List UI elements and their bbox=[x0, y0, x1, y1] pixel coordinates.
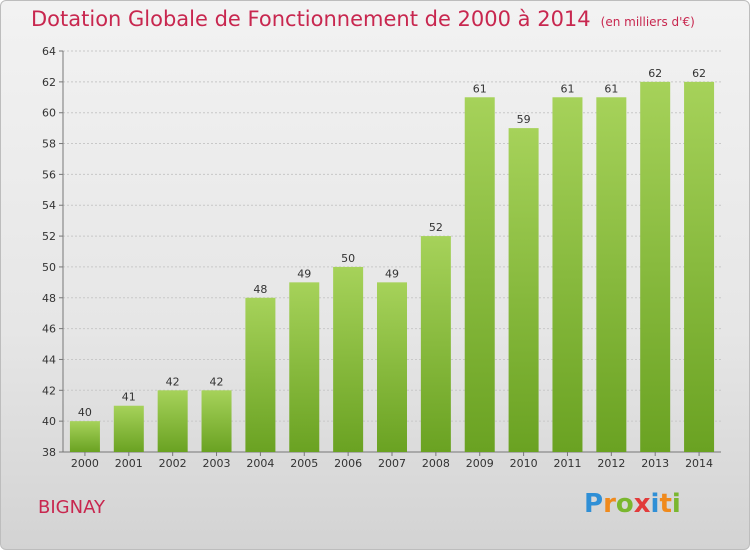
bar bbox=[289, 282, 320, 452]
bar bbox=[508, 128, 539, 452]
bar bbox=[640, 81, 671, 452]
bar bbox=[420, 236, 451, 452]
bar bbox=[464, 97, 495, 453]
y-tick-label: 54 bbox=[42, 199, 56, 212]
data-label: 48 bbox=[253, 283, 267, 296]
unit-note: (en milliers d'€) bbox=[600, 15, 695, 29]
x-tick-label: 2011 bbox=[553, 457, 581, 470]
logo-letter: o bbox=[615, 489, 634, 519]
data-label: 42 bbox=[210, 375, 224, 388]
x-tick-label: 2003 bbox=[203, 457, 231, 470]
logo-letter: i bbox=[671, 489, 681, 519]
bar bbox=[201, 390, 232, 452]
y-tick-label: 64 bbox=[42, 45, 56, 58]
logo-letter: P bbox=[584, 489, 604, 519]
bar bbox=[377, 282, 407, 452]
data-label: 49 bbox=[385, 267, 399, 280]
data-labels: 40 41 42 42 48 49 50 49 52 61 59 61 61 62 62 bbox=[78, 67, 706, 419]
data-label: 49 bbox=[297, 267, 311, 280]
x-tick-label: 2007 bbox=[378, 457, 406, 470]
y-tick-label: 38 bbox=[42, 446, 56, 459]
x-tick-label: 2008 bbox=[422, 457, 450, 470]
data-label: 40 bbox=[78, 406, 92, 419]
bar bbox=[596, 97, 627, 453]
x-axis: 2000 2001 2002 2003 2004 2005 2006 2007 2008 2009… bbox=[71, 452, 713, 470]
y-tick-label: 42 bbox=[42, 384, 56, 397]
bar bbox=[245, 297, 276, 452]
bar bbox=[113, 405, 144, 452]
bar bbox=[552, 97, 583, 453]
logo-letter: t bbox=[659, 489, 672, 519]
y-tick-label: 44 bbox=[42, 353, 56, 366]
y-tick-label: 58 bbox=[42, 138, 56, 151]
data-label: 42 bbox=[166, 375, 180, 388]
y-tick-label: 48 bbox=[42, 292, 56, 305]
data-label: 61 bbox=[473, 82, 487, 95]
chart-title: Dotation Globale de Fonctionnement de 20… bbox=[31, 7, 695, 31]
y-tick-label: 46 bbox=[42, 323, 56, 336]
bars bbox=[69, 81, 715, 453]
x-tick-label: 2006 bbox=[334, 457, 362, 470]
x-tick-label: 2004 bbox=[246, 457, 274, 470]
logo-letter: r bbox=[603, 489, 616, 519]
proxiti-logo: Proxiti bbox=[584, 489, 681, 519]
y-tick-label: 52 bbox=[42, 230, 56, 243]
x-tick-label: 2013 bbox=[641, 457, 669, 470]
y-tick-label: 50 bbox=[42, 261, 56, 274]
y-tick-label: 60 bbox=[42, 107, 56, 120]
x-tick-label: 2005 bbox=[290, 457, 318, 470]
x-tick-label: 2002 bbox=[159, 457, 187, 470]
x-tick-label: 2000 bbox=[71, 457, 99, 470]
data-label: 61 bbox=[604, 82, 618, 95]
data-label: 50 bbox=[341, 252, 355, 265]
city-name: BIGNAY bbox=[38, 497, 105, 518]
y-tick-label: 40 bbox=[42, 415, 56, 428]
data-label: 61 bbox=[560, 82, 574, 95]
y-tick-label: 62 bbox=[42, 76, 56, 89]
x-tick-label: 2014 bbox=[685, 457, 713, 470]
data-label: 62 bbox=[692, 67, 706, 80]
x-tick-label: 2001 bbox=[115, 457, 143, 470]
x-tick-label: 2012 bbox=[597, 457, 625, 470]
bar bbox=[69, 421, 100, 452]
bar bbox=[157, 390, 188, 452]
data-label: 62 bbox=[648, 67, 662, 80]
x-tick-label: 2009 bbox=[466, 457, 494, 470]
bar bbox=[684, 81, 715, 452]
bar bbox=[333, 266, 364, 452]
logo-letter: i bbox=[650, 489, 660, 519]
logo-letter: x bbox=[633, 489, 651, 519]
x-tick-label: 2010 bbox=[510, 457, 538, 470]
y-tick-label: 56 bbox=[42, 168, 56, 181]
data-label: 59 bbox=[517, 113, 531, 126]
data-label: 41 bbox=[122, 391, 136, 404]
data-label: 52 bbox=[429, 221, 443, 234]
